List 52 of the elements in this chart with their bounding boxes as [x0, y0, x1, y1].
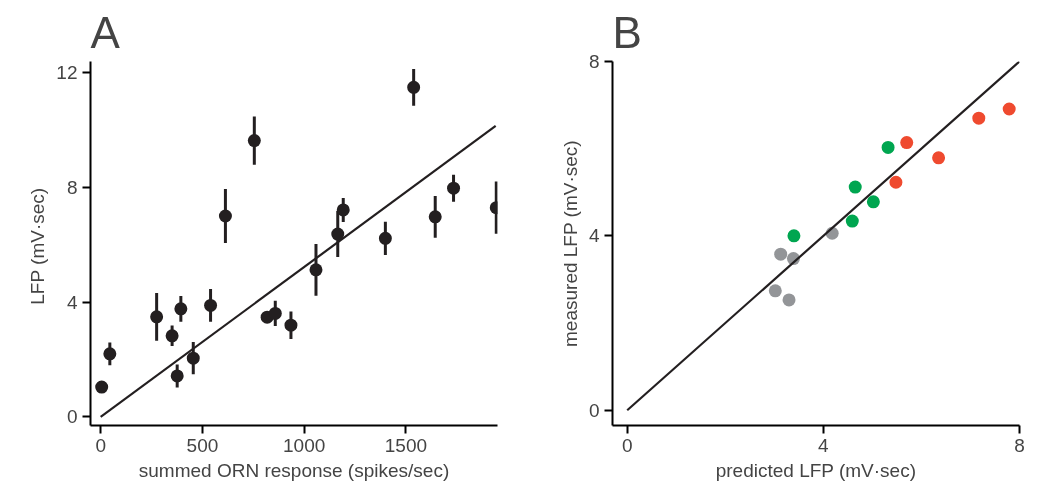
- point: [900, 136, 914, 150]
- point: [331, 227, 345, 241]
- x-axis-title: summed ORN response (spikes/sec): [138, 459, 450, 481]
- x-tick-label: 500: [186, 434, 219, 456]
- y-tick-label: 4: [588, 225, 600, 247]
- point: [186, 351, 200, 365]
- y-tick-label: 8: [588, 51, 600, 72]
- point: [165, 329, 179, 343]
- point: [889, 175, 903, 189]
- x-tick-label: 1500: [384, 434, 428, 456]
- point: [309, 263, 323, 277]
- x-axis-title: predicted LFP (mV·sec): [715, 459, 916, 481]
- point: [845, 214, 859, 228]
- point: [218, 209, 232, 223]
- point: [247, 134, 261, 148]
- point: [150, 310, 164, 324]
- point: [787, 229, 801, 243]
- point: [447, 181, 461, 195]
- y-tick-label: 0: [588, 399, 600, 421]
- point: [881, 140, 895, 154]
- point: [170, 369, 184, 383]
- x-tick-label: 0: [95, 434, 106, 456]
- point: [95, 380, 109, 394]
- x-tick-label: 4: [818, 434, 830, 456]
- x-tick-label: 0: [621, 434, 633, 456]
- y-axis-title: measured LFP (mV·sec): [559, 140, 581, 347]
- chart-title: A: [90, 7, 121, 57]
- point: [768, 284, 782, 298]
- point: [174, 302, 188, 316]
- chart-title: B: [612, 7, 642, 57]
- point: [407, 80, 421, 94]
- x-tick-label: 1000: [283, 434, 326, 456]
- point: [932, 151, 946, 165]
- point: [284, 318, 298, 332]
- point: [378, 231, 392, 245]
- point: [103, 347, 117, 361]
- point: [774, 247, 788, 261]
- point: [972, 111, 986, 125]
- x-tick-label: 8: [1014, 434, 1025, 456]
- y-axis-title: LFP (mV·sec): [27, 187, 49, 305]
- point: [782, 293, 796, 307]
- point: [1002, 102, 1016, 116]
- point: [428, 210, 442, 224]
- y-tick-label: 8: [66, 177, 78, 199]
- point: [268, 306, 282, 320]
- point: [866, 195, 880, 209]
- point: [336, 203, 350, 217]
- point: [204, 298, 218, 312]
- y-tick-label: 4: [66, 291, 78, 313]
- point: [848, 180, 862, 194]
- y-tick-label: 12: [56, 62, 78, 84]
- y-tick-label: 0: [66, 406, 78, 428]
